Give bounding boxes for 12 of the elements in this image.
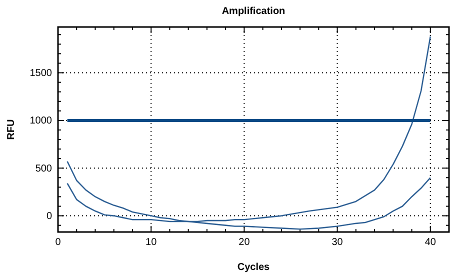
y-axis-title: RFU <box>6 119 17 140</box>
x-tick-label: 0 <box>55 237 62 248</box>
x-axis-title: Cycles <box>237 262 270 273</box>
y-tick-label: 0 <box>46 210 52 222</box>
x-tick-label: 20 <box>238 237 250 248</box>
y-tick-label: 500 <box>35 163 52 174</box>
y-tick-label: 1000 <box>30 116 52 127</box>
y-tick-label: 1500 <box>30 68 52 79</box>
x-tick-label: 40 <box>424 237 436 248</box>
x-tick-label: 30 <box>332 237 344 248</box>
x-tick-label: 10 <box>146 237 158 248</box>
chart-title: Amplification <box>222 6 286 17</box>
